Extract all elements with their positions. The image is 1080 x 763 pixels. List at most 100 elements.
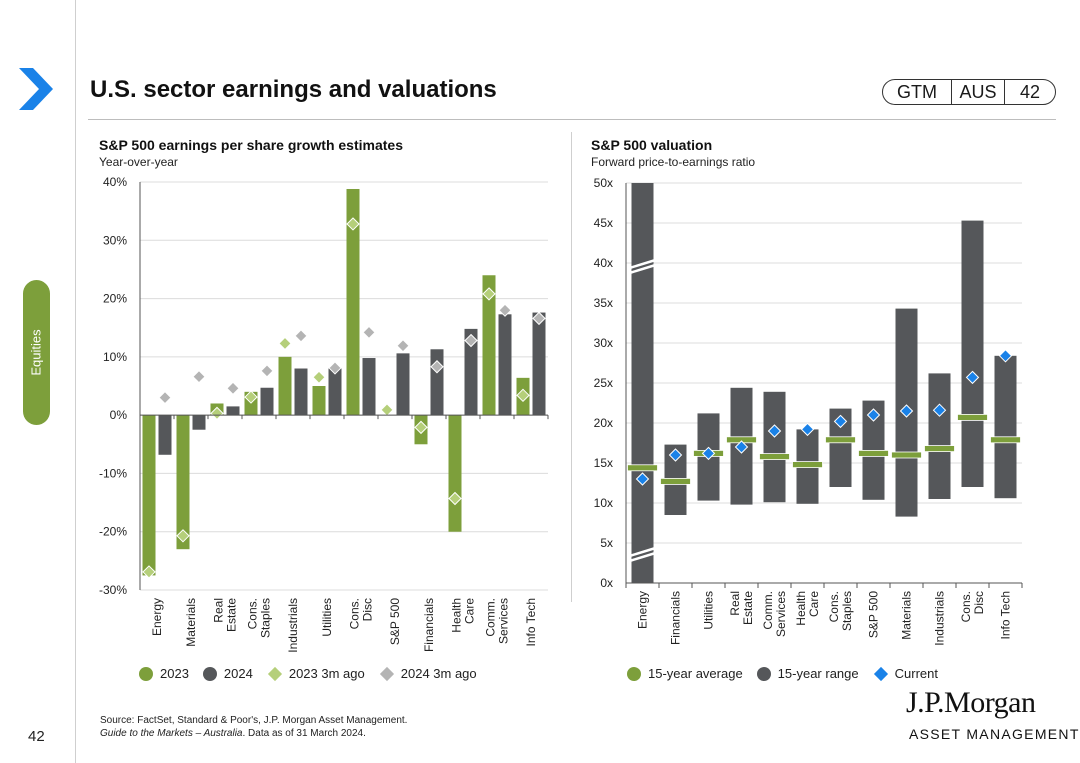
- x-category-label-line: Health: [450, 598, 464, 633]
- marker-2023-3m: [414, 420, 428, 435]
- x-category-label: Health Care: [794, 591, 821, 626]
- x-category-label-line: Health: [794, 591, 808, 626]
- bar-2023: [312, 386, 326, 416]
- y-tick-label: 40x: [594, 256, 613, 270]
- legend-swatch-2024-3m: [379, 666, 394, 681]
- bar-2023: [346, 188, 360, 416]
- x-category-label-line: Cons.: [348, 598, 362, 629]
- section-tab-label: Equities: [29, 329, 44, 376]
- x-category-label-line: Info Tech: [524, 598, 538, 646]
- y-tick-label: 5x: [600, 536, 613, 550]
- x-category-label-line: Industrials: [933, 591, 947, 646]
- x-category-label-line: Materials: [900, 591, 914, 640]
- current-marker: [800, 422, 815, 437]
- x-category-label-line: Cons.: [959, 591, 973, 622]
- range-bar: [994, 355, 1017, 499]
- bar-2024: [192, 415, 206, 430]
- bar-2024: [430, 349, 444, 416]
- legend-2023: 2023: [139, 666, 189, 681]
- x-category-label: Health Care: [450, 598, 477, 633]
- x-category-label-line: Staples: [840, 591, 854, 631]
- y-tick-label: 50x: [594, 176, 613, 190]
- y-tick-label: 35x: [594, 296, 613, 310]
- current-marker: [668, 448, 683, 462]
- y-tick-label: 30%: [103, 233, 127, 247]
- x-category-label: Financials: [422, 598, 436, 652]
- average-marker: [792, 461, 823, 469]
- bar-2024: [158, 415, 172, 455]
- x-category-label-line: S&P 500: [388, 598, 402, 645]
- marker-2024-3m: [294, 329, 308, 343]
- x-category-label: Comm. Services: [484, 598, 511, 644]
- bar-2023: [142, 415, 156, 576]
- marker-2023-3m: [346, 217, 360, 231]
- right-legend: 15-year average 15-year range Current: [627, 666, 952, 681]
- y-tick-label: -30%: [99, 583, 127, 597]
- source-date: . Data as of 31 March 2024.: [242, 728, 366, 739]
- legend-swatch-range: [756, 666, 771, 681]
- bar-2024: [226, 406, 240, 416]
- x-category-label-line: Materials: [184, 598, 198, 647]
- marker-2024-3m: [260, 364, 274, 378]
- legend-2023-3m: 2023 3m ago: [267, 666, 365, 681]
- current-marker: [734, 440, 749, 454]
- x-category-label: Industrials: [933, 591, 947, 646]
- range-bar: [961, 220, 984, 487]
- average-marker: [759, 453, 790, 461]
- y-tick-label: 20%: [103, 292, 127, 306]
- bar-2024: [464, 328, 478, 416]
- section-tab-equities[interactable]: Equities: [23, 280, 50, 425]
- x-category-label-line: Real: [728, 591, 742, 616]
- right-chart-title: S&P 500 valuation: [591, 137, 713, 153]
- left-chart-subtitle: Year-over-year: [99, 155, 178, 169]
- current-marker: [998, 349, 1013, 363]
- chart-divider: [571, 132, 572, 602]
- legend-swatch-2023: [139, 666, 153, 681]
- average-marker: [990, 436, 1021, 444]
- legend-swatch-average: [627, 666, 641, 681]
- y-tick-label: 10%: [103, 350, 127, 364]
- legend-2024: 2024: [202, 666, 253, 681]
- marker-2024-3m: [362, 325, 376, 340]
- x-category-label-line: Services: [497, 598, 511, 644]
- x-category-label-line: Info Tech: [999, 591, 1013, 639]
- bar-2024: [362, 358, 376, 416]
- x-category-label: Cons. Disc: [348, 598, 375, 629]
- marker-2024-3m: [396, 339, 410, 353]
- average-marker: [858, 449, 889, 457]
- marker-2023-3m: [210, 406, 224, 421]
- marker-2024-3m: [192, 369, 206, 384]
- marker-2024-3m: [430, 360, 444, 374]
- chevron-right-icon[interactable]: [19, 68, 53, 110]
- y-tick-label: 0%: [110, 408, 128, 422]
- x-category-label: Real Estate: [212, 598, 239, 632]
- x-category-label: Materials: [900, 591, 914, 640]
- x-category-label-line: Energy: [636, 591, 650, 629]
- source-line-2: Guide to the Markets – Australia. Data a…: [100, 727, 407, 740]
- bar-2024: [498, 314, 512, 416]
- axis-break-mark: [629, 258, 656, 270]
- x-category-label-line: Cons.: [827, 591, 841, 622]
- axis-break-mark: [629, 551, 656, 563]
- marker-2024-3m: [498, 303, 512, 317]
- y-tick-label: -10%: [99, 466, 127, 480]
- y-tick-label: 0x: [600, 576, 613, 590]
- range-bar: [631, 183, 654, 583]
- x-category-label: S&P 500: [867, 591, 881, 638]
- legend-average: 15-year average: [627, 666, 743, 681]
- marker-2023-3m: [380, 403, 394, 417]
- range-bar: [928, 373, 951, 499]
- x-category-label: Cons. Staples: [246, 598, 273, 638]
- y-tick-label: -20%: [99, 525, 127, 539]
- legend-swatch-2024: [202, 666, 217, 681]
- x-category-label-line: Care: [463, 598, 477, 624]
- left-margin-line: [75, 0, 76, 763]
- left-chart-title: S&P 500 earnings per share growth estima…: [99, 137, 403, 153]
- logo-tagline: ASSET MANAGEMENT: [909, 726, 1080, 742]
- left-legend: 2023 2024 2023 3m ago 2024 3m ago: [139, 666, 491, 681]
- page-number: 42: [28, 728, 45, 745]
- y-tick-label: 45x: [594, 216, 613, 230]
- range-bar: [829, 408, 852, 487]
- x-category-label: Materials: [184, 598, 198, 647]
- marker-2023-3m: [142, 565, 156, 579]
